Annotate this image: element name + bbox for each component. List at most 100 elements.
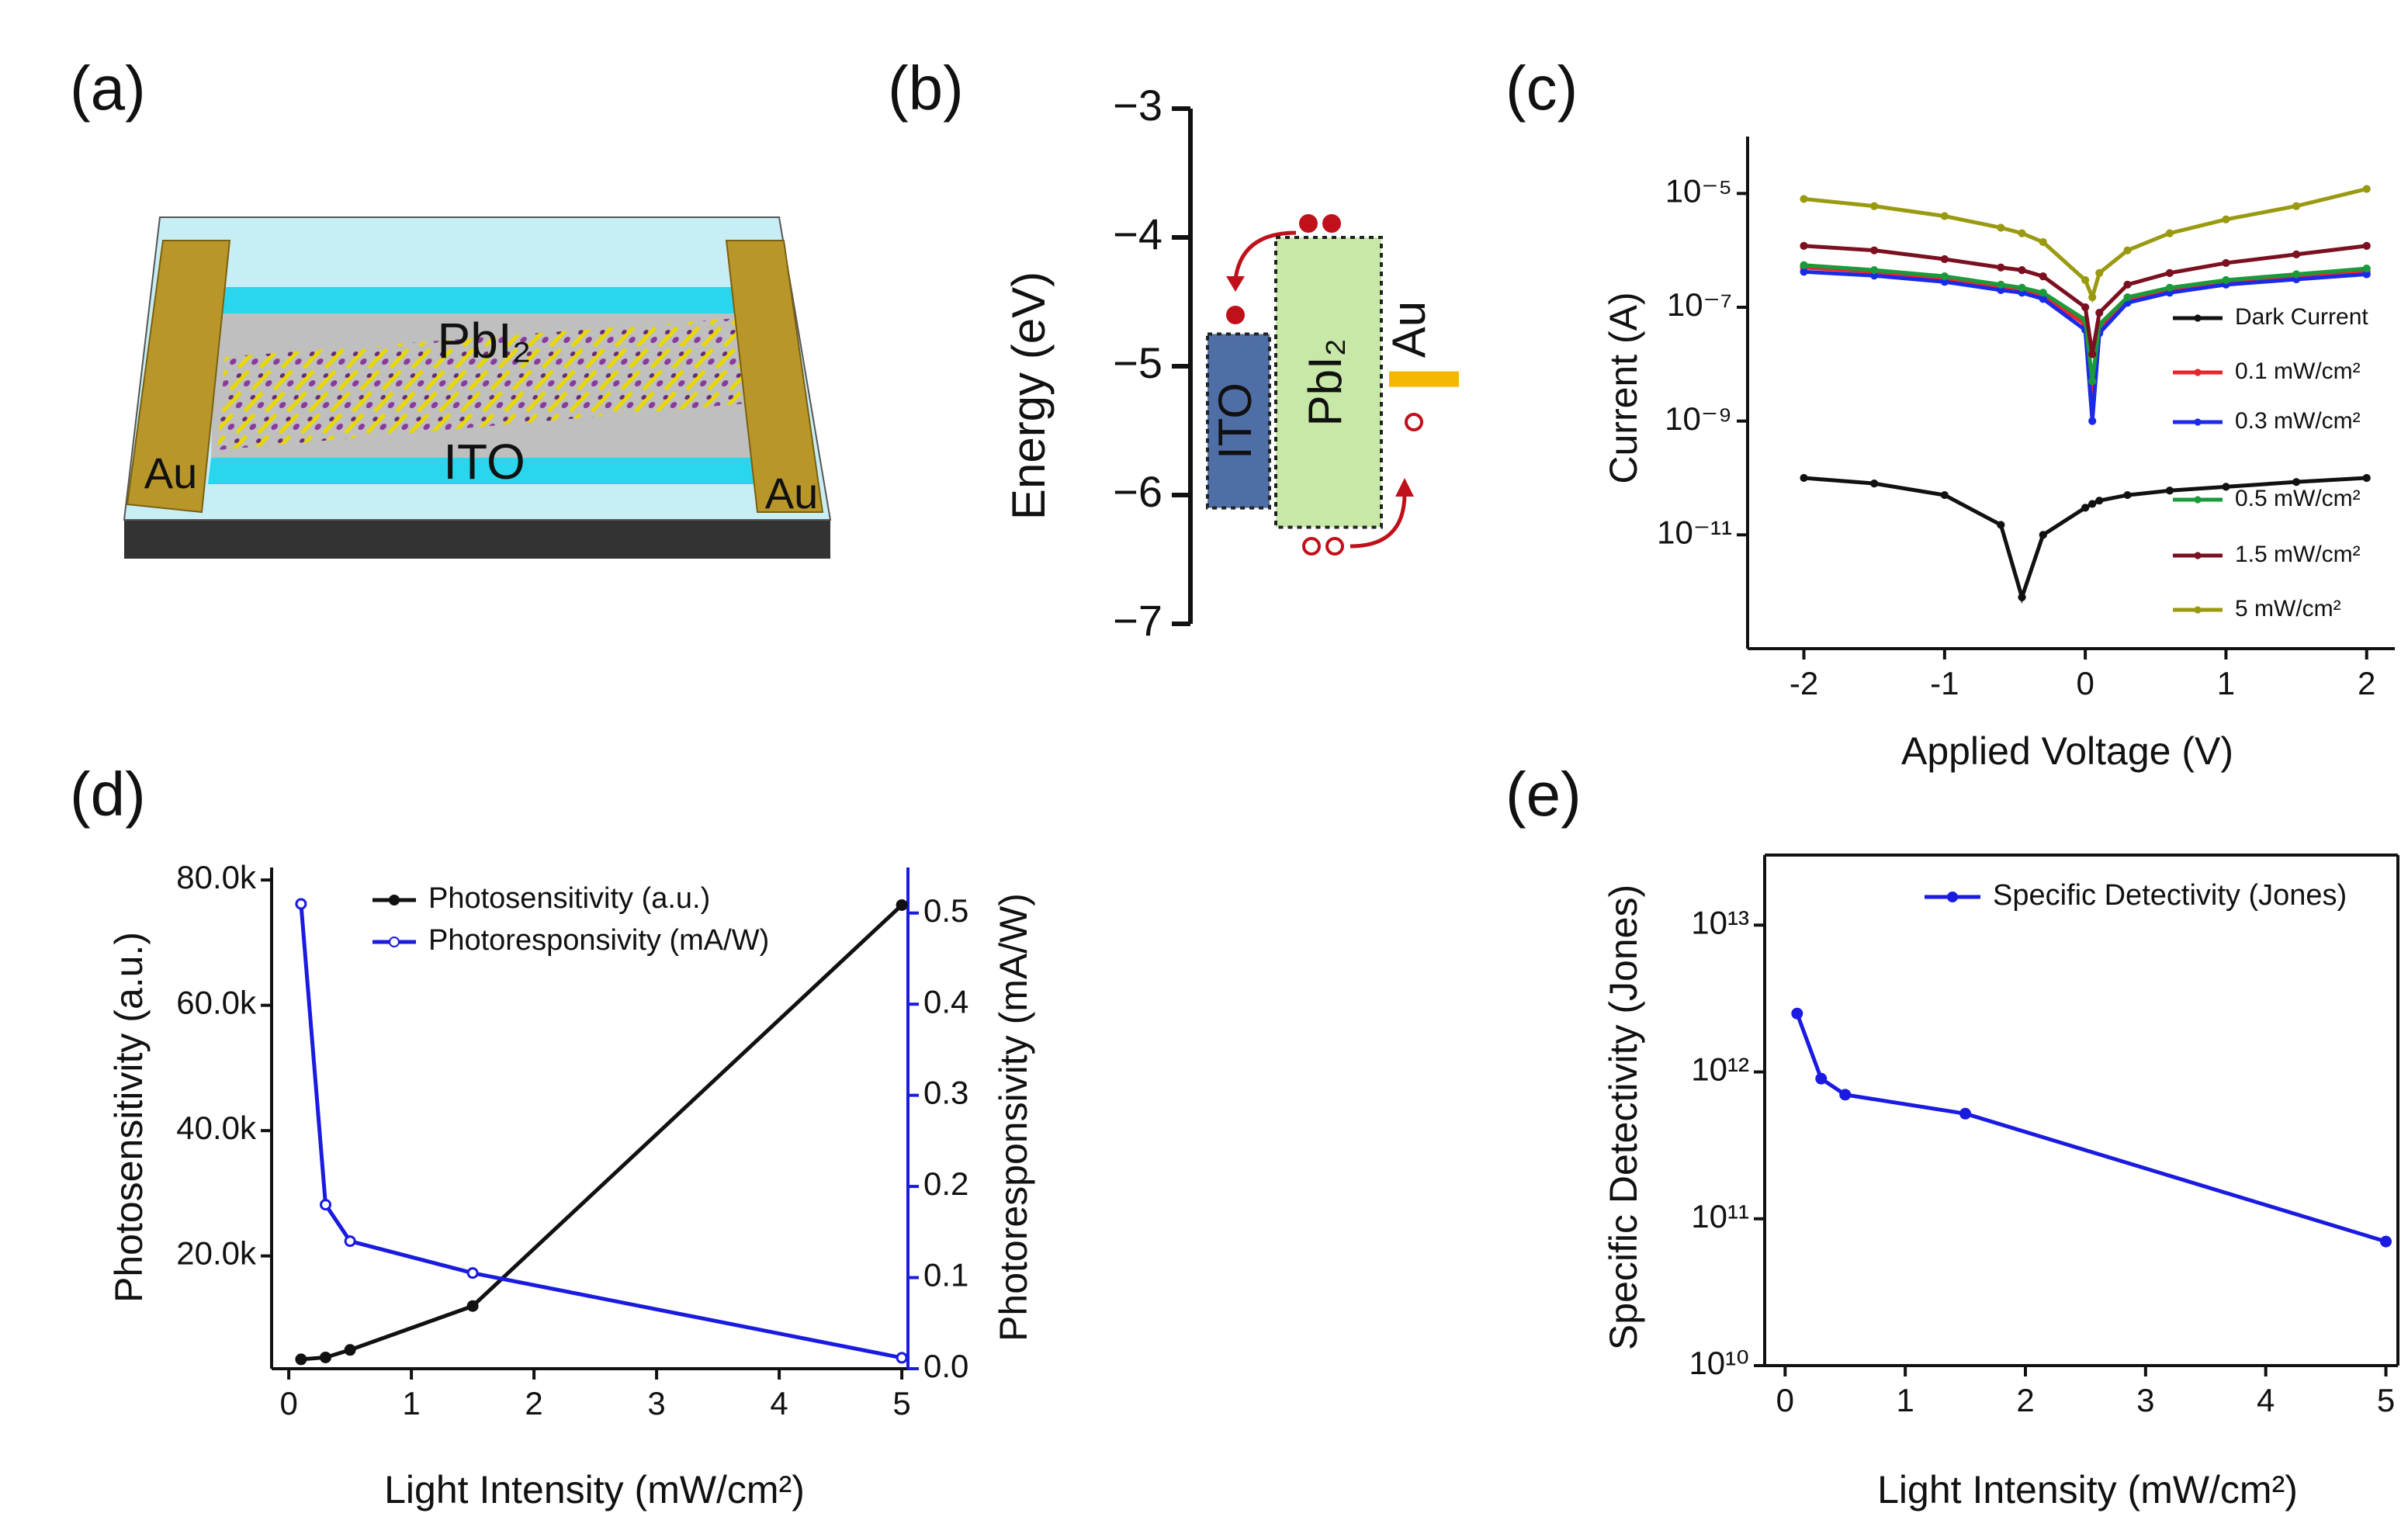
legend-marker <box>1947 892 1958 902</box>
x-tick-label: -1 <box>1930 665 1959 701</box>
substrate-edge <box>124 520 830 559</box>
data-point <box>1800 473 1808 483</box>
legend-marker <box>2194 496 2202 504</box>
device-label: Au <box>144 448 198 497</box>
y-tick-label: 40.0k <box>176 1110 257 1146</box>
y-tick-label: 10⁻⁷ <box>1667 286 1732 323</box>
data-point <box>466 1267 479 1279</box>
data-point <box>1800 268 1808 276</box>
data-point <box>2018 229 2026 237</box>
energy-band <box>1274 236 1383 529</box>
y-tick-label: 60.0k <box>176 985 257 1021</box>
arrowhead <box>1226 276 1245 292</box>
legend-marker <box>2194 552 2202 559</box>
data-point <box>896 1352 908 1364</box>
panel-label: (a) <box>70 54 146 123</box>
x-tick-label: 4 <box>2257 1382 2275 1418</box>
data-point <box>1800 261 1808 269</box>
electrode <box>126 240 231 514</box>
device-label: PbI₂ <box>438 313 532 369</box>
legend-marker <box>2194 418 2202 426</box>
data-point <box>1839 1089 1852 1101</box>
y-tick-label: 80.0k <box>176 859 257 895</box>
data-point <box>1870 480 1879 488</box>
y-tick-label: −7 <box>1113 596 1162 645</box>
y2-tick-label: 0.0 <box>923 1348 968 1384</box>
series-line <box>1803 263 2367 382</box>
data-point <box>2088 350 2097 358</box>
panel-label: (e) <box>1505 760 1582 829</box>
y-tick-label: 10¹¹ <box>1691 1198 1749 1234</box>
data-point <box>2362 473 2371 483</box>
data-point <box>2380 1235 2392 1248</box>
x-tick-label: -2 <box>1790 665 1818 701</box>
data-point <box>1997 280 2005 289</box>
data-point <box>2362 264 2371 273</box>
y2-tick-label: 0.1 <box>923 1257 968 1293</box>
data-point <box>896 899 908 911</box>
data-point <box>2039 531 2047 539</box>
band-label: ITO <box>1209 383 1261 459</box>
series-line <box>1795 1013 2387 1244</box>
band-label: Au <box>1383 301 1435 358</box>
data-point <box>2095 497 2104 505</box>
y-tick-label: 10⁻¹¹ <box>1657 514 1732 550</box>
device: PbI₂ ITO Au Au <box>123 216 832 559</box>
data-point <box>2088 377 2097 386</box>
data-point <box>1791 1007 1803 1020</box>
x-tick-label: 5 <box>892 1385 910 1421</box>
data-point <box>1870 265 1879 275</box>
data-point <box>2088 417 2097 425</box>
x-tick-label: 1 <box>402 1385 420 1421</box>
data-point <box>2123 246 2132 254</box>
x-tick-label: 2 <box>525 1385 542 1421</box>
data-point <box>1959 1107 1972 1120</box>
data-point <box>320 1199 332 1211</box>
legend-marker <box>2194 369 2202 376</box>
data-point <box>2362 241 2371 250</box>
data-point <box>2081 303 2090 312</box>
series-line <box>1803 187 2368 303</box>
data-point <box>1815 1072 1828 1085</box>
data-point <box>2292 270 2301 279</box>
data-point <box>2222 483 2230 491</box>
y2-tick-label: 0.5 <box>923 892 968 929</box>
data-point <box>2088 293 2097 302</box>
energy-band <box>1206 332 1271 510</box>
data-point <box>1997 521 2005 529</box>
legend-marker <box>2194 606 2202 614</box>
data-point <box>2081 504 2090 512</box>
y2-axis-label: Photoresponsivity (mA/W) <box>992 893 1035 1342</box>
series-line <box>300 903 903 1362</box>
hole <box>1302 537 1321 556</box>
data-point <box>1870 202 1879 210</box>
ito-band <box>214 287 748 313</box>
electron <box>1226 306 1245 324</box>
y-tick-label: −5 <box>1113 338 1162 387</box>
data-point <box>1800 241 1808 250</box>
data-point <box>2088 500 2097 508</box>
y2-tick-label: 0.4 <box>923 983 968 1020</box>
legend-label: Photoresponsivity (mA/W) <box>428 924 769 957</box>
data-point <box>1940 272 1949 281</box>
y-tick-label: −6 <box>1113 467 1162 516</box>
y-tick-label: 20.0k <box>176 1235 257 1272</box>
y2-tick-label: 0.2 <box>923 1165 968 1202</box>
y-tick-label: 10¹² <box>1691 1051 1749 1088</box>
legend-marker <box>389 937 400 947</box>
data-point <box>2165 283 2174 292</box>
y-axis-label: Current (A) <box>1602 292 1645 483</box>
data-point <box>2292 202 2301 210</box>
y-axis-label: Photosensitivity (a.u.) <box>107 932 151 1303</box>
data-point <box>2222 275 2230 285</box>
arrowhead <box>1395 478 1414 497</box>
x-tick-label: 3 <box>647 1385 665 1421</box>
data-point <box>2081 275 2090 285</box>
data-point <box>1940 254 1949 264</box>
panel-label: (c) <box>1505 54 1578 123</box>
legend-label: 1.5 mW/cm² <box>2235 542 2361 567</box>
panel-label: (b) <box>888 54 964 123</box>
data-point <box>344 1235 356 1248</box>
